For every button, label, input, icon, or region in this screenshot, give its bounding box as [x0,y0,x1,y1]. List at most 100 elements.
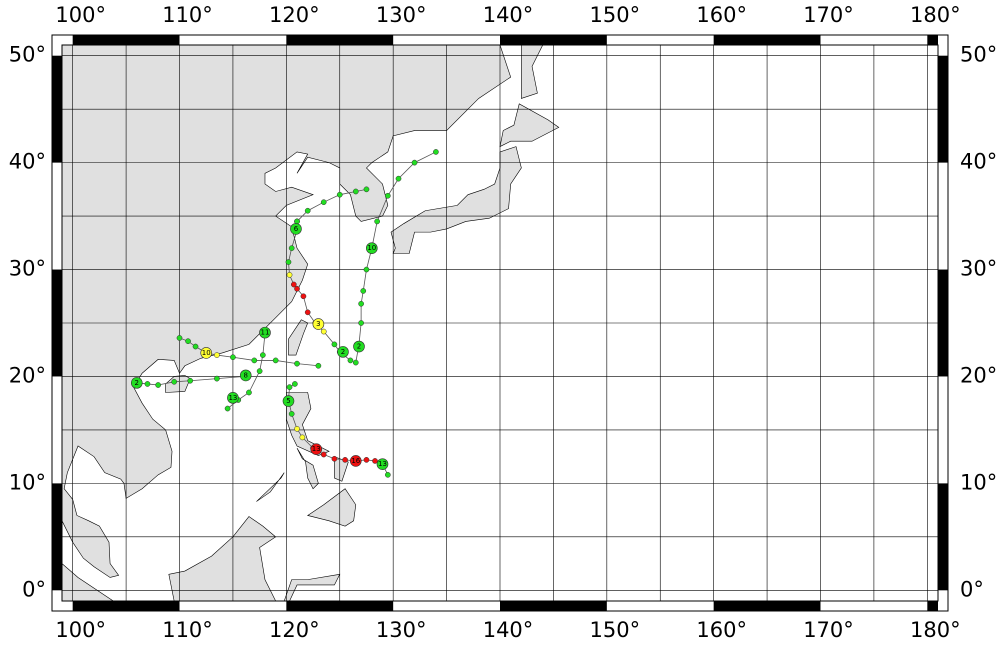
point-label: 8 [244,371,248,379]
x-tick-label: 110° [162,3,213,27]
y-tick-label: 10° [960,470,997,494]
labeled-point [259,326,271,339]
x-tick-label: 120° [269,618,320,642]
x-tick-label: 130° [376,3,427,27]
track-point [294,426,300,432]
track-point [187,377,194,384]
labeled-point [130,377,143,389]
y-tick-label: 10° [9,470,46,494]
frame-bar [938,483,948,591]
labeled-point [227,392,239,404]
track-point [294,285,300,292]
x-tick-label: 120° [269,3,320,27]
track-point [360,288,367,294]
track-point [358,300,364,307]
y-tick-label: 50° [9,43,46,67]
y-tick-label: 30° [960,257,997,281]
track-point [372,458,378,464]
labeled-point [376,458,389,470]
track-line [179,337,319,367]
x-tick-label: 140° [483,618,534,642]
frame-bar [72,35,180,45]
labeled-point [310,443,323,455]
y-tick-label: 40° [9,150,46,174]
y-tick-label: 50° [960,43,997,67]
frame-bar [713,35,821,45]
track-point [320,451,327,458]
frame-bar [52,269,62,377]
track-point [251,357,258,364]
track-point [411,159,418,166]
x-tick-label: 160° [696,3,747,27]
track-point [384,471,391,478]
land [296,447,319,490]
track-point [299,434,306,441]
land [288,319,309,356]
x-tick-label: 170° [803,618,854,642]
labeled-point [200,347,213,359]
y-tick-label: 40° [960,150,997,174]
x-tick-label: 150° [590,618,641,642]
track-point [230,354,236,361]
track-point [352,188,359,195]
point-label: 5 [286,397,290,405]
land [390,146,522,254]
x-tick-label: 150° [590,3,641,27]
point-label: 11 [261,329,270,337]
track-point [358,320,364,326]
labeled-point [349,455,362,467]
track-point [290,281,297,288]
track-point [224,405,231,412]
map-area [62,45,560,601]
y-tick-label: 0° [22,577,46,601]
track-point [363,457,370,463]
frame-bar [52,55,62,163]
land [306,488,357,527]
land [256,472,285,502]
track-point [363,266,370,273]
track-point [286,384,293,391]
x-tick-label: 180° [910,618,961,642]
track-point [320,199,327,206]
track-point [155,382,161,388]
track-point [286,272,293,278]
land [499,103,560,148]
point-label: 13 [312,445,321,453]
track-point [185,338,191,345]
track-point [304,207,311,214]
point-label: 3 [316,320,320,328]
track-point [331,455,338,462]
track-point [285,259,292,265]
point-label: 2 [341,348,345,356]
frame-bar [52,483,62,591]
frame-bar [927,601,938,611]
track-point [363,186,370,193]
frame-bar [500,601,607,611]
track-point [315,362,322,369]
point-label: 13 [378,460,387,468]
track-point [395,175,402,182]
land [165,375,191,393]
track-point [300,293,307,300]
labeled-point [312,318,325,330]
point-label: 2 [135,379,139,387]
track-point [288,245,295,252]
frame-bar [500,35,607,45]
x-tick-label: 110° [162,618,213,642]
land [521,45,544,99]
point-label: 10 [367,244,376,252]
y-tick-label: 30° [9,257,46,281]
track-point [342,457,348,463]
x-tick-label: 140° [483,3,534,27]
labeled-point [239,369,252,382]
frame-bar [286,601,394,611]
track-point [144,381,151,387]
track-point [171,378,178,385]
track-point [331,341,338,348]
x-tick-label: 170° [803,3,854,27]
frame-bar [938,55,948,163]
x-tick-label: 100° [55,3,106,27]
track-point [214,352,220,358]
track-point [272,357,279,364]
